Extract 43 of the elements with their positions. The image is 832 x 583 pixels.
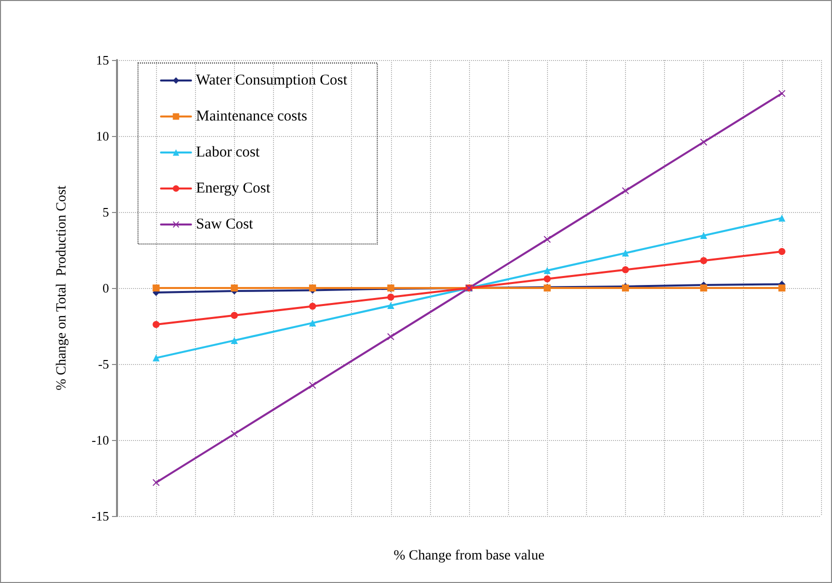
- point: [622, 187, 629, 194]
- point: [309, 302, 316, 310]
- legend-label: Energy Cost: [196, 180, 272, 196]
- legend-label: Saw Cost: [196, 216, 254, 232]
- point: [700, 284, 708, 292]
- point: [152, 320, 160, 328]
- y-axis-title: % Change on Total Production Cost: [54, 185, 70, 390]
- y-tick-label: -15: [92, 508, 109, 524]
- legend-label: Maintenance costs: [196, 108, 308, 124]
- point: [700, 232, 708, 240]
- point: [778, 90, 786, 97]
- point: [544, 236, 551, 243]
- y-tick-label: -5: [98, 356, 109, 372]
- point: [309, 284, 316, 292]
- y-tick-label: 0: [102, 280, 109, 296]
- point: [230, 312, 238, 319]
- point: [152, 284, 160, 292]
- legend-label: Labor cost: [196, 144, 261, 160]
- point: [230, 430, 238, 438]
- y-tick-label: 15: [96, 52, 109, 68]
- point: [544, 267, 551, 274]
- point: [152, 479, 160, 486]
- x-axis-title: % Change from base value: [394, 548, 544, 564]
- point: [387, 302, 394, 309]
- point: [230, 284, 238, 292]
- point: [778, 248, 786, 256]
- point: [622, 266, 629, 274]
- legend-label: Water Consumption Cost: [196, 72, 348, 88]
- point: [309, 319, 316, 326]
- point: [622, 250, 629, 257]
- point: [309, 382, 316, 389]
- y-tick-label: -10: [92, 432, 109, 448]
- point: [700, 138, 708, 146]
- point: [544, 275, 551, 282]
- point: [778, 284, 786, 292]
- point: [387, 333, 394, 340]
- point: [230, 336, 238, 344]
- point: [778, 214, 786, 222]
- point: [700, 257, 708, 264]
- y-tick-label: 5: [102, 204, 109, 220]
- point: [152, 354, 160, 362]
- y-tick-label: 10: [96, 128, 109, 144]
- point: [387, 294, 394, 301]
